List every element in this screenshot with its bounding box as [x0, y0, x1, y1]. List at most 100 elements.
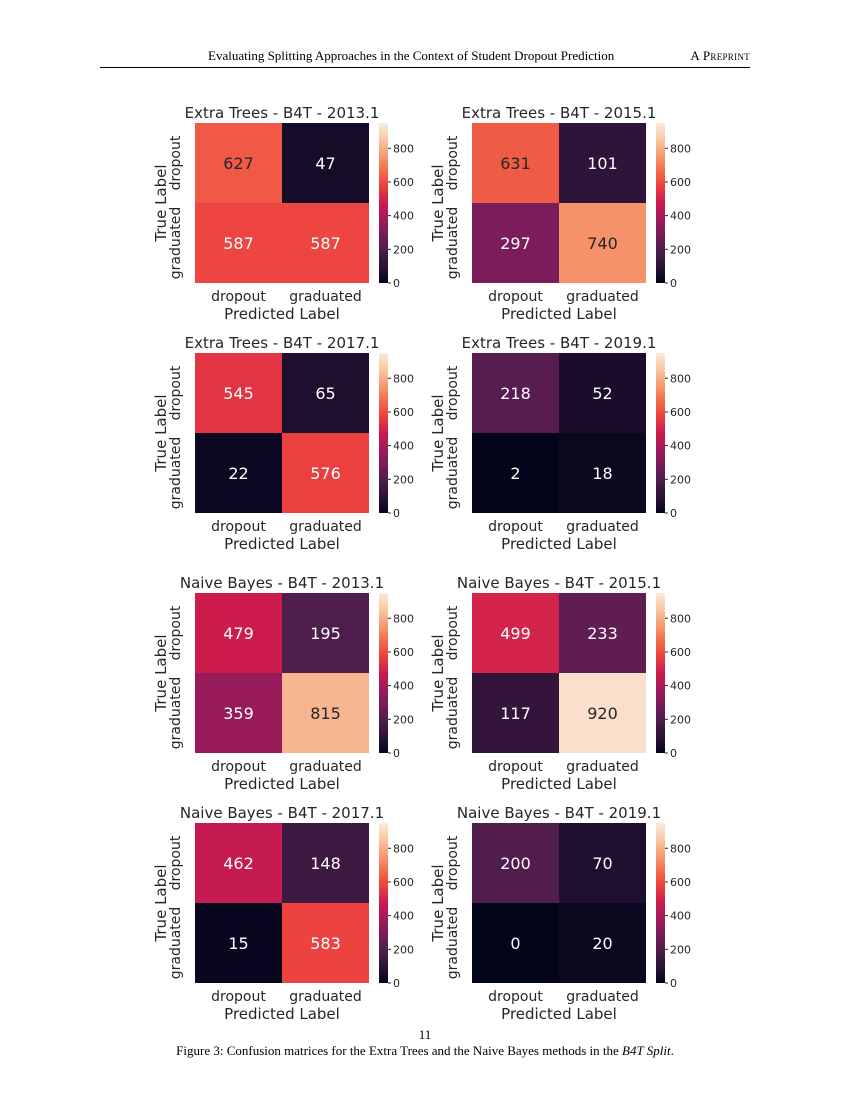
colorbar-tick-label: 400 [670, 210, 691, 223]
heatmap-cell [282, 203, 369, 283]
panel-title: Naive Bayes - B4T - 2017.1 [180, 804, 384, 822]
heatmap-cell [559, 353, 646, 433]
heatmap-cell [195, 823, 282, 903]
colorbar-tick-label: 0 [670, 507, 677, 520]
colorbar [379, 823, 388, 983]
y-tick-label: graduated [445, 677, 461, 750]
cell-value-label: 117 [500, 704, 531, 723]
y-tick-label: dropout [445, 835, 461, 890]
x-tick-label: graduated [289, 519, 362, 535]
caption-prefix: Figure 3: Confusion matrices for the Ext… [176, 1043, 623, 1058]
heatmap-cell [195, 433, 282, 513]
heatmap-cell [282, 823, 369, 903]
cell-value-label: 47 [315, 154, 335, 173]
y-axis-label: True Label [152, 864, 170, 942]
colorbar-tick-label: 400 [670, 910, 691, 923]
colorbar-tick-label: 600 [670, 176, 691, 189]
heatmap-cell [559, 203, 646, 283]
heatmap-cell [472, 433, 559, 513]
colorbar-tick-label: 800 [670, 842, 691, 855]
colorbar [656, 353, 665, 513]
colorbar-tick-label: 400 [393, 210, 414, 223]
colorbar-tick-label: 800 [670, 142, 691, 155]
x-tick-label: graduated [289, 989, 362, 1005]
cell-value-label: 18 [592, 464, 612, 483]
cell-value-label: 545 [223, 384, 254, 403]
figure-caption: Figure 3: Confusion matrices for the Ext… [0, 1043, 850, 1059]
x-tick-label: graduated [566, 289, 639, 305]
heatmap-cell [195, 673, 282, 753]
x-tick-label: graduated [566, 519, 639, 535]
colorbar-tick-label: 0 [670, 977, 677, 990]
heatmap-cell [472, 203, 559, 283]
confusion-matrix-panel: Naive Bayes - B4T - 2017.1 462 148 15 583 dro… [152, 804, 414, 1023]
running-header-tag: A Preprint [690, 48, 750, 63]
y-tick-label: graduated [168, 207, 184, 280]
cell-value-label: 70 [592, 854, 612, 873]
heatmap-cell [472, 353, 559, 433]
cell-value-label: 218 [500, 384, 531, 403]
caption-suffix: . [670, 1043, 674, 1058]
colorbar-tick-label: 600 [670, 876, 691, 889]
cell-value-label: 297 [500, 234, 531, 253]
y-tick-label: dropout [168, 135, 184, 190]
x-axis-label: Predicted Label [501, 305, 617, 323]
x-tick-label: dropout [488, 759, 543, 775]
colorbar-tick-label: 400 [670, 680, 691, 693]
cell-value-label: 583 [310, 934, 341, 953]
colorbar-tick-label: 0 [393, 277, 400, 290]
panel-title: Extra Trees - B4T - 2017.1 [185, 334, 380, 352]
y-tick-label: dropout [168, 365, 184, 420]
running-header-title: Evaluating Splitting Approaches in the C… [208, 48, 615, 63]
x-tick-label: dropout [488, 519, 543, 535]
y-tick-label: graduated [445, 907, 461, 980]
colorbar-tick-label: 0 [393, 747, 400, 760]
cell-value-label: 359 [223, 704, 254, 723]
heatmap-cell [195, 203, 282, 283]
y-axis-label: True Label [429, 864, 447, 942]
cell-value-label: 631 [500, 154, 531, 173]
cell-value-label: 65 [315, 384, 335, 403]
x-tick-label: dropout [211, 519, 266, 535]
cell-value-label: 462 [223, 854, 254, 873]
cell-value-label: 587 [310, 234, 341, 253]
cell-value-label: 52 [592, 384, 612, 403]
cell-value-label: 200 [500, 854, 531, 873]
cell-value-label: 233 [587, 624, 618, 643]
cell-value-label: 587 [223, 234, 254, 253]
colorbar-tick-label: 0 [393, 977, 400, 990]
cell-value-label: 101 [587, 154, 618, 173]
cell-value-label: 22 [228, 464, 248, 483]
y-axis-label: True Label [152, 634, 170, 712]
heatmap-cell [472, 593, 559, 673]
cell-value-label: 815 [310, 704, 341, 723]
cell-value-label: 195 [310, 624, 341, 643]
y-tick-label: graduated [168, 677, 184, 750]
cell-value-label: 148 [310, 854, 341, 873]
y-tick-label: graduated [168, 907, 184, 980]
y-tick-label: graduated [445, 207, 461, 280]
cell-value-label: 740 [587, 234, 618, 253]
x-tick-label: graduated [289, 759, 362, 775]
cell-value-label: 479 [223, 624, 254, 643]
x-axis-label: Predicted Label [501, 1005, 617, 1023]
heatmap-cell [559, 433, 646, 513]
y-tick-label: dropout [168, 835, 184, 890]
heatmap-cell [472, 673, 559, 753]
panel-title: Naive Bayes - B4T - 2015.1 [457, 574, 661, 592]
heatmap-cell [195, 123, 282, 203]
colorbar [656, 823, 665, 983]
colorbar [656, 593, 665, 753]
y-tick-label: dropout [445, 135, 461, 190]
x-axis-label: Predicted Label [501, 535, 617, 553]
cell-value-label: 0 [510, 934, 520, 953]
colorbar-tick-label: 0 [393, 507, 400, 520]
cell-value-label: 627 [223, 154, 254, 173]
running-header: Evaluating Splitting Approaches in the C… [100, 47, 750, 68]
heatmap-cell [195, 593, 282, 673]
colorbar-tick-label: 600 [670, 406, 691, 419]
y-tick-label: dropout [445, 605, 461, 660]
colorbar-tick-label: 800 [670, 372, 691, 385]
